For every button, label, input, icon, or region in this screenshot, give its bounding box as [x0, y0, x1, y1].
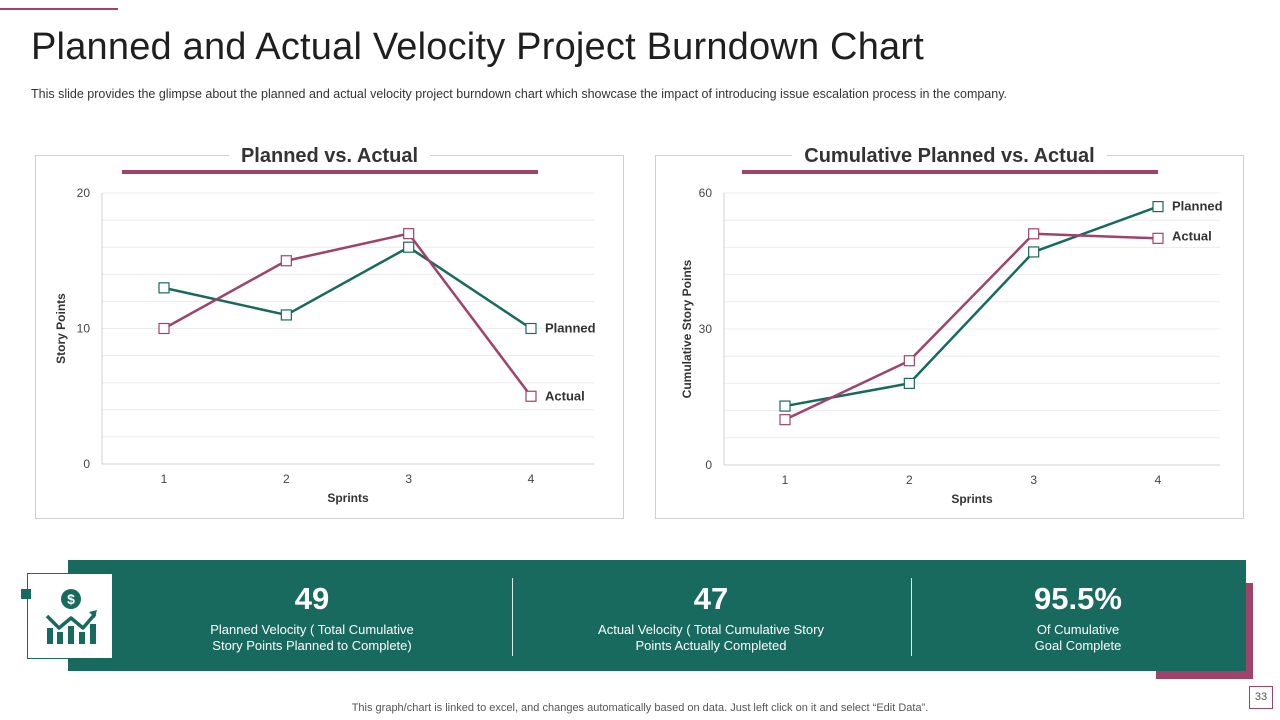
x-axis-title: Sprints [951, 492, 993, 506]
series-line-planned [163, 245, 532, 330]
y-tick-label: 20 [77, 186, 91, 200]
x-tick-label: 2 [283, 472, 290, 486]
page-number: 33 [1249, 686, 1273, 709]
data-point-planned [903, 377, 915, 389]
x-tick-label: 1 [161, 472, 168, 486]
data-point-planned [403, 241, 415, 253]
x-axis-title: Sprints [327, 491, 369, 505]
x-tick-label: 4 [528, 472, 535, 486]
data-point-planned [280, 309, 292, 321]
kpi-divider [512, 578, 513, 656]
data-point-actual [525, 390, 537, 402]
kpi-planned-velocity: 49 Planned Velocity ( Total Cumulative S… [167, 580, 457, 654]
x-tick-label: 3 [1030, 473, 1037, 487]
series-label-actual: Actual [1172, 228, 1212, 243]
series-label-planned: Planned [545, 321, 596, 336]
data-point-actual [280, 255, 292, 267]
series-label-actual: Actual [545, 388, 585, 403]
chart-cumulative-planned-vs-actual[interactable]: 0 30 60 1 2 3 4 Sprints Cumulative Story Points P… [656, 156, 1245, 520]
x-tick-label: 2 [906, 473, 913, 487]
data-point-actual [158, 322, 170, 335]
data-point-actual [903, 355, 915, 367]
data-point-actual [403, 228, 415, 240]
footer-note: This graph/chart is linked to excel, and… [351, 702, 929, 714]
data-point-planned [1152, 200, 1164, 213]
kpi-icon-box: $ [27, 573, 113, 659]
series-line-actual [784, 232, 1159, 421]
chart-planned-vs-actual[interactable]: 0 10 20 1 2 3 4 Sprints Story Points Planned Actua… [36, 156, 625, 520]
kpi-label: Planned Velocity ( Total Cumulative Stor… [210, 622, 414, 653]
kpi-label: Of Cumulative Goal Complete [1034, 622, 1122, 653]
kpi-value: 95.5% [1034, 581, 1122, 616]
data-point-actual [779, 414, 791, 426]
y-tick-label: 60 [699, 186, 713, 200]
money-growth-chart-icon: $ [45, 589, 97, 644]
data-point-actual [1028, 228, 1040, 240]
series-line-planned [784, 205, 1159, 408]
kpi-actual-velocity: 47 Actual Velocity ( Total Cumulative St… [566, 580, 856, 654]
y-tick-label: 30 [699, 322, 713, 336]
y-tick-label: 0 [83, 457, 90, 471]
kpi-value: 49 [294, 581, 330, 616]
chart-panel-planned-vs-actual[interactable]: Planned vs. Actual 0 10 20 1 2 3 4 Sprints Story… [35, 144, 625, 520]
top-accent-line [0, 8, 118, 10]
data-point-actual [1152, 232, 1164, 244]
kpi-label: Actual Velocity ( Total Cumulative Story… [598, 622, 824, 653]
series-line-actual [163, 232, 532, 398]
y-tick-label: 0 [705, 458, 712, 472]
data-point-planned [158, 282, 170, 294]
series-label-planned: Planned [1172, 199, 1223, 214]
chart-title-underline [122, 170, 538, 174]
kpi-band [68, 560, 1246, 671]
y-tick-label: 10 [77, 322, 91, 336]
kpi-goal-complete: 95.5% Of Cumulative Goal Complete [933, 580, 1223, 654]
kpi-divider [911, 578, 912, 656]
chart-title-underline [742, 170, 1158, 174]
chart-panel-cumulative[interactable]: Cumulative Planned vs. Actual 0 30 60 1 2 3 4 S… [655, 144, 1245, 520]
x-tick-label: 1 [782, 473, 789, 487]
data-point-planned [525, 322, 537, 335]
page-subtitle: This slide provides the glimpse about th… [31, 87, 1008, 101]
y-axis-title: Cumulative Story Points [680, 259, 694, 398]
x-tick-label: 4 [1155, 473, 1162, 487]
y-axis-title: Story Points [54, 293, 68, 364]
svg-text:$: $ [67, 591, 75, 607]
page-title: Planned and Actual Velocity Project Burn… [31, 26, 924, 68]
kpi-value: 47 [693, 581, 729, 616]
data-point-planned [779, 400, 791, 412]
kpi-decorative-square [21, 589, 31, 599]
data-point-planned [1028, 246, 1040, 258]
x-tick-label: 3 [405, 472, 412, 486]
